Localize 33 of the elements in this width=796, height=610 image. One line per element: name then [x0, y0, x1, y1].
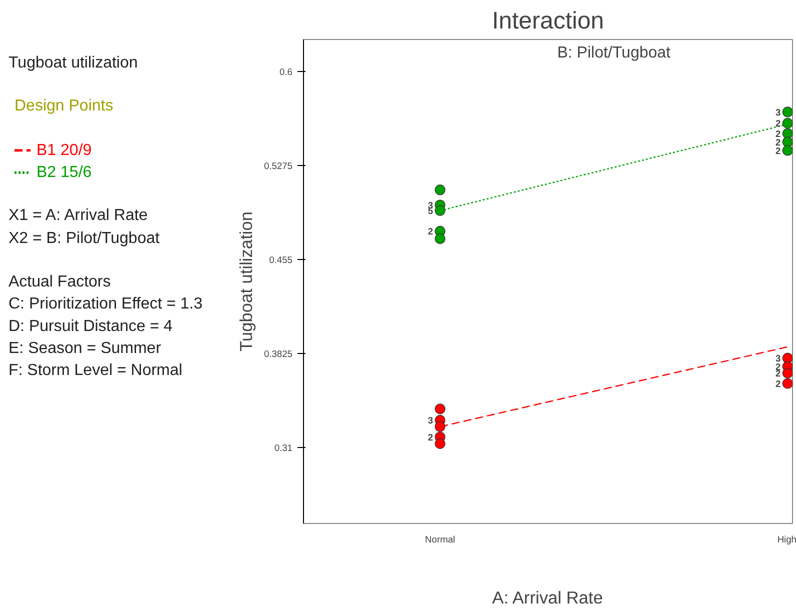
legend-label: B1 20/9 — [36, 142, 92, 159]
x-tick-label: Normal — [425, 534, 456, 544]
annotation: 2 — [775, 138, 781, 148]
y-tick-label: 0.5275 — [264, 160, 292, 171]
y-tick-label: 0.6 — [280, 67, 292, 78]
text: Actual Factors — [8, 273, 111, 290]
y-tick-label: 0.3825 — [264, 348, 292, 359]
legend-title: Design Points — [14, 98, 114, 115]
annotation: 2 — [775, 128, 781, 139]
x-axis-title: A: Arrival Rate — [492, 588, 603, 608]
y-tick-label: 0.31 — [274, 442, 292, 453]
text: E: Season = Summer — [8, 340, 162, 357]
text: F: Storm Level = Normal — [8, 362, 182, 380]
text: C: Prioritization Effect = 1.3 — [8, 296, 203, 313]
annotation: 2 — [775, 146, 781, 156]
text: Tugboat utilization — [8, 54, 138, 72]
x-tick-label: High — [777, 534, 796, 544]
annotation: 3 — [775, 107, 781, 118]
annotation: 2 — [428, 226, 434, 237]
annotation: 2 — [428, 432, 434, 443]
y-tick-label: 0.455 — [269, 254, 292, 265]
text: D: Pursuit Distance = 4 — [8, 318, 173, 335]
annotation: 3 — [775, 354, 781, 364]
annotation: 2 — [775, 118, 781, 129]
y-axis-title: Tugboat utilization — [236, 212, 256, 352]
annotation: 2 — [775, 379, 781, 390]
legend-label: B2 15/6 — [36, 164, 92, 182]
annotation: 3 — [428, 416, 434, 426]
annotation: 2 — [775, 368, 781, 379]
text: X1 = A: Arrival Rate — [8, 206, 148, 224]
text: X2 = B: Pilot/Tugboat — [8, 230, 160, 248]
chart-title: Interaction — [492, 8, 604, 34]
chart-subtitle: B: Pilot/Tugboat — [557, 44, 672, 62]
